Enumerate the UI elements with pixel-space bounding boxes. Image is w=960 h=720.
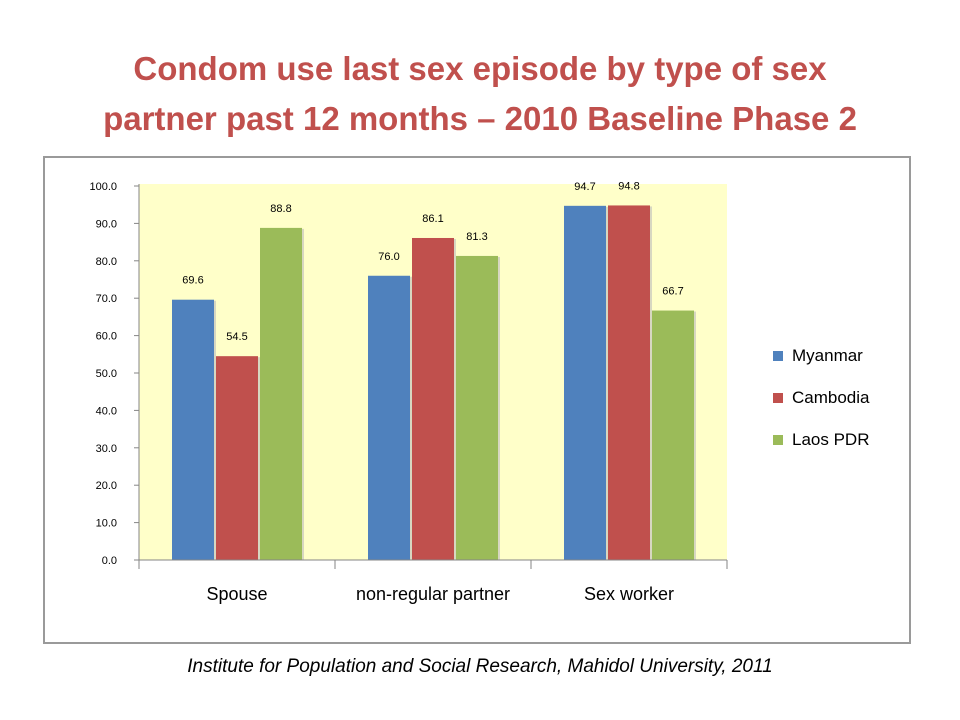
legend-swatch-myanmar <box>773 351 783 361</box>
x-category-label: Spouse <box>206 584 267 604</box>
bar-cambodia <box>608 205 650 560</box>
legend-swatch-laos-pdr <box>773 435 783 445</box>
data-label-cambodia: 54.5 <box>226 331 247 343</box>
title-line-1: Condom use last sex episode by type of s… <box>133 50 827 87</box>
bar-myanmar <box>368 275 410 560</box>
bar-cambodia <box>412 237 454 560</box>
data-label-myanmar: 94.7 <box>574 181 595 193</box>
bar-myanmar <box>172 299 214 560</box>
title-line-2: partner past 12 months – 2010 Baseline P… <box>103 100 857 137</box>
data-label-laos-pdr: 81.3 <box>466 231 487 243</box>
y-tick-label: 60.0 <box>96 331 117 343</box>
slide-title: Condom use last sex episode by type of s… <box>0 44 960 144</box>
chart-frame: 0.0 10.0 20.0 30.0 40.0 50.0 60.0 70.0 80.0 90.0 1… <box>43 156 911 644</box>
legend-label-laos-pdr: Laos PDR <box>792 430 869 449</box>
y-tick-label: 10.0 <box>96 518 117 530</box>
bar-myanmar <box>564 205 606 560</box>
data-label-laos-pdr: 88.8 <box>270 203 291 215</box>
x-category-label: Sex worker <box>584 584 674 604</box>
data-label-laos-pdr: 66.7 <box>662 286 683 298</box>
bar-chart: 0.0 10.0 20.0 30.0 40.0 50.0 60.0 70.0 80.0 90.0 1… <box>89 180 870 604</box>
bar-cambodia <box>216 356 258 560</box>
data-label-myanmar: 76.0 <box>378 251 399 263</box>
y-tick-label: 50.0 <box>96 368 117 380</box>
y-tick-label: 0.0 <box>102 555 117 567</box>
y-tick-label: 80.0 <box>96 256 117 268</box>
data-label-myanmar: 69.6 <box>182 275 203 287</box>
source-citation: Institute for Population and Social Rese… <box>187 656 773 677</box>
y-tick-label: 70.0 <box>96 293 117 305</box>
bar-laos-pdr <box>260 227 302 560</box>
y-tick-label: 100.0 <box>89 181 117 193</box>
y-tick-label: 40.0 <box>96 405 117 417</box>
bar-laos-pdr <box>456 255 498 561</box>
data-label-cambodia: 94.8 <box>618 180 639 192</box>
legend-label-myanmar: Myanmar <box>792 346 863 365</box>
y-tick-label: 90.0 <box>96 218 117 230</box>
y-tick-label: 30.0 <box>96 443 117 455</box>
legend-label-cambodia: Cambodia <box>792 388 870 407</box>
bar-laos-pdr <box>652 310 694 560</box>
data-label-cambodia: 86.1 <box>422 213 443 225</box>
legend-swatch-cambodia <box>773 393 783 403</box>
y-tick-label: 20.0 <box>96 480 117 492</box>
x-category-label: non-regular partner <box>356 584 510 604</box>
